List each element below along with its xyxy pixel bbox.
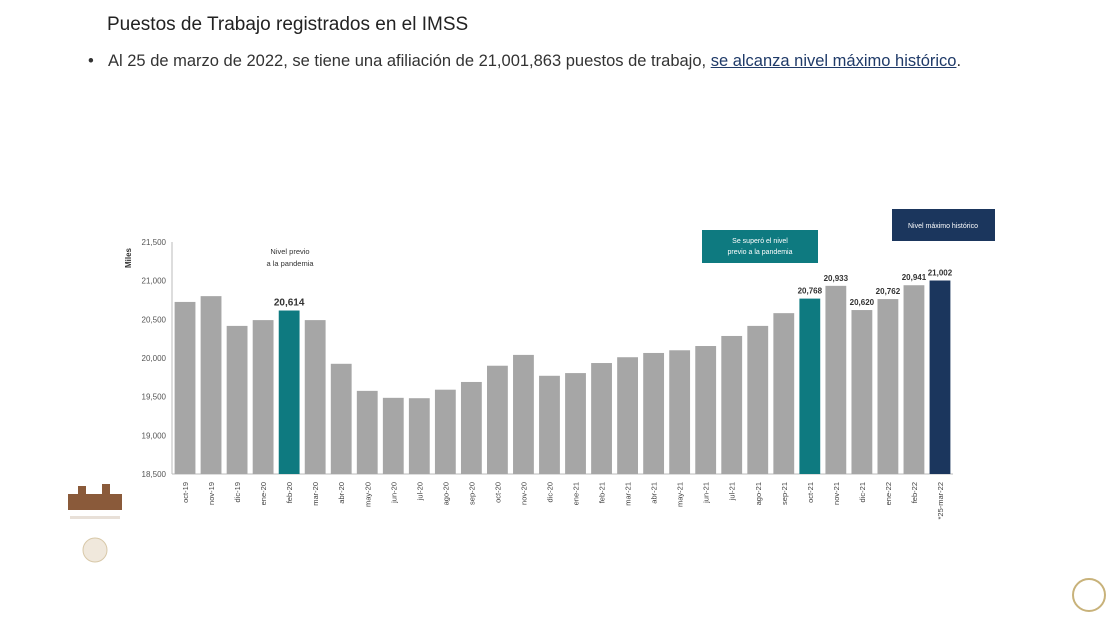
x-tick-label: jul-20 bbox=[415, 482, 424, 501]
y-axis-label: Miles bbox=[124, 247, 133, 268]
y-tick-label: 20,000 bbox=[142, 354, 167, 363]
x-tick-label: nov-21 bbox=[832, 482, 841, 505]
bar-ago-20 bbox=[434, 389, 456, 474]
x-tick-label: jul-21 bbox=[728, 482, 737, 501]
x-tick-label: oct-19 bbox=[181, 482, 190, 503]
bar-ene-22 bbox=[877, 299, 899, 474]
data-label: 20,620 bbox=[850, 298, 875, 307]
x-tick-label: ene-20 bbox=[259, 482, 268, 505]
bar-oct-20 bbox=[487, 365, 508, 474]
x-tick-label: nov-19 bbox=[207, 482, 216, 505]
y-tick-label: 21,000 bbox=[142, 277, 167, 286]
x-tick-label: ene-22 bbox=[884, 482, 893, 505]
bar-jun-21 bbox=[695, 346, 717, 474]
y-tick-label: 19,000 bbox=[142, 431, 167, 440]
x-tick-label: dic-20 bbox=[545, 482, 554, 502]
bar-dic-19 bbox=[226, 325, 248, 474]
x-tick-label: dic-19 bbox=[233, 482, 242, 502]
bar-ene-21 bbox=[565, 373, 586, 474]
x-tick-label: nov-20 bbox=[519, 482, 528, 505]
annotation-max: Nivel máximo histórico bbox=[908, 223, 978, 230]
data-label: 20,614 bbox=[274, 298, 305, 309]
page-title: Puestos de Trabajo registrados en el IMS… bbox=[107, 14, 469, 35]
bar-dic-20 bbox=[539, 375, 560, 474]
x-tick-label: mar-20 bbox=[311, 482, 320, 506]
bar-ago-21 bbox=[747, 325, 769, 474]
data-label: 21,002 bbox=[928, 269, 953, 278]
y-tick-label: 20,500 bbox=[142, 315, 167, 324]
x-tick-label: ene-21 bbox=[572, 482, 581, 505]
annotation-surpassed: Se superó el nivel bbox=[732, 238, 788, 245]
annotation-box-max bbox=[892, 209, 995, 241]
x-tick-label: *25-mar-22 bbox=[936, 482, 945, 520]
x-tick-label: feb-20 bbox=[285, 482, 294, 503]
annotation-pre-pandemic: a la pandemia bbox=[266, 259, 314, 268]
bar-feb-20 bbox=[278, 310, 300, 474]
x-tick-label: may-21 bbox=[676, 482, 685, 507]
bar-abr-21 bbox=[643, 352, 665, 474]
x-tick-label: dic-21 bbox=[858, 482, 867, 502]
x-tick-label: jun-20 bbox=[389, 482, 398, 504]
bar-oct-19 bbox=[174, 301, 196, 474]
x-tick-label: oct-20 bbox=[493, 482, 502, 503]
bar-jun-20 bbox=[382, 397, 404, 474]
bullet-point: • Al 25 de marzo de 2022, se tiene una a… bbox=[88, 46, 1043, 76]
bar-sep-20 bbox=[460, 381, 482, 474]
x-tick-label: abr-21 bbox=[650, 482, 659, 504]
data-label: 20,933 bbox=[824, 274, 849, 283]
bullet-icon: • bbox=[88, 52, 94, 70]
x-tick-label: sep-20 bbox=[467, 482, 476, 505]
bar-abr-20 bbox=[330, 363, 352, 474]
bar-feb-21 bbox=[591, 363, 612, 474]
annotation-box-surpassed bbox=[702, 230, 818, 263]
bar-feb-22 bbox=[903, 285, 925, 474]
data-label: 20,941 bbox=[902, 273, 927, 282]
footer-logo bbox=[1072, 578, 1106, 612]
bar-dic-21 bbox=[851, 310, 873, 474]
government-logo bbox=[68, 484, 122, 563]
bar-mar-21 bbox=[617, 357, 638, 474]
bar-oct-21 bbox=[799, 298, 821, 474]
x-tick-label: ago-20 bbox=[441, 482, 450, 505]
bar-*25-mar-22 bbox=[929, 280, 951, 474]
bar-nov-20 bbox=[513, 354, 534, 474]
data-label: 20,768 bbox=[798, 287, 823, 296]
bar-nov-21 bbox=[825, 285, 847, 474]
bar-jul-21 bbox=[721, 335, 743, 474]
x-tick-label: feb-21 bbox=[598, 482, 607, 503]
annotation-surpassed: previo a la pandemia bbox=[728, 249, 793, 256]
x-tick-label: ago-21 bbox=[754, 482, 763, 505]
x-tick-label: may-20 bbox=[363, 482, 372, 507]
bar-may-21 bbox=[669, 350, 691, 474]
highlight-link: se alcanza nivel máximo histórico bbox=[710, 52, 957, 70]
x-tick-label: oct-21 bbox=[806, 482, 815, 503]
bar-jul-20 bbox=[408, 398, 430, 474]
y-tick-label: 21,500 bbox=[142, 238, 167, 247]
annotation-pre-pandemic: Nivel previo bbox=[270, 247, 309, 256]
bar-sep-21 bbox=[773, 313, 795, 474]
bar-mar-20 bbox=[304, 320, 326, 474]
bar-ene-20 bbox=[252, 320, 274, 474]
x-tick-label: jun-21 bbox=[702, 482, 711, 504]
y-tick-label: 18,500 bbox=[142, 470, 167, 479]
bullet-text: Al 25 de marzo de 2022, se tiene una afi… bbox=[108, 52, 711, 70]
bar-nov-19 bbox=[200, 296, 222, 474]
bullet-end: . bbox=[956, 52, 962, 70]
bar-may-20 bbox=[356, 390, 378, 474]
y-tick-label: 19,500 bbox=[142, 393, 167, 402]
x-tick-label: mar-21 bbox=[624, 482, 633, 506]
x-tick-label: sep-21 bbox=[780, 482, 789, 505]
data-label: 20,762 bbox=[876, 287, 901, 296]
x-tick-label: feb-22 bbox=[910, 482, 919, 503]
x-tick-label: abr-20 bbox=[337, 482, 346, 504]
